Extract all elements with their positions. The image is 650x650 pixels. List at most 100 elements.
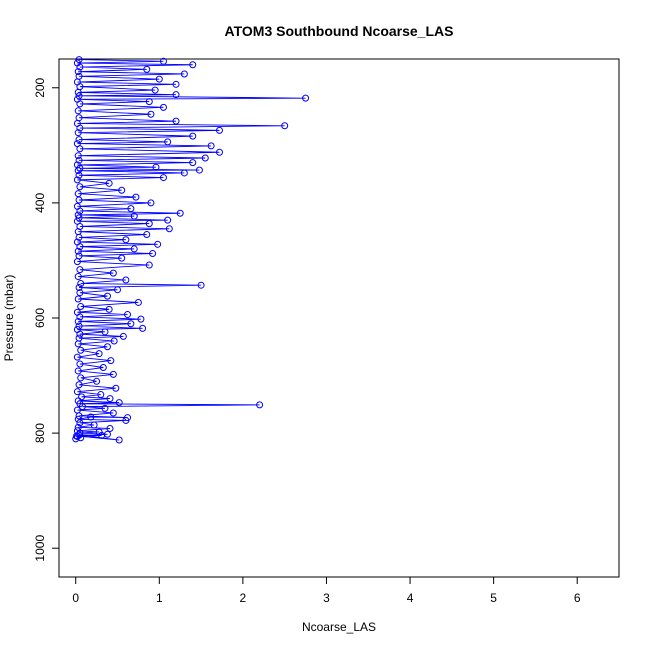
data-point [105,305,113,313]
data-point [106,425,114,433]
data-point [124,414,132,422]
data-point [74,211,82,219]
data-point [75,92,83,100]
data-point [77,374,85,382]
data-point [74,415,82,423]
data-point [164,216,172,224]
data-point [76,419,84,427]
data-point [109,409,117,417]
data-point [73,427,81,435]
data-point [75,214,83,222]
data-point [75,283,83,291]
data-point [165,225,173,233]
data-point [215,148,223,156]
data-point [130,245,138,253]
data-point [76,266,84,274]
data-point [189,159,197,167]
data-point [74,273,82,281]
data-point [73,161,81,169]
data-point [74,129,82,137]
data-point [75,114,83,122]
x-tick-label: 3 [323,591,330,605]
data-point [76,289,84,297]
data-point [105,179,113,187]
data-point [145,220,153,228]
data-point [74,190,82,198]
data-point [124,311,132,319]
data-point [74,68,82,76]
data-point [77,346,85,354]
data-point [103,292,111,300]
data-point [118,254,126,262]
y-tick-label: 1000 [33,535,47,562]
data-point [75,136,83,144]
data-point [172,117,180,125]
x-tick-label: 5 [490,591,497,605]
data-point [155,75,163,83]
plot-area [72,56,310,444]
y-tick-label: 400 [33,193,47,213]
data-point [180,169,188,177]
data-point [73,326,81,334]
data-point [74,107,82,115]
data-point [256,401,264,409]
data-point [143,65,151,73]
x-tick-label: 6 [574,591,581,605]
data-point [154,240,162,248]
data-point [115,436,123,444]
data-point [152,163,160,171]
data-point [110,337,118,345]
y-axis: 200 400 600 800 1000 [33,77,59,562]
data-point [107,357,115,365]
data-point [122,276,130,284]
data-point [75,381,83,389]
data-point [99,363,107,371]
data-point [74,367,82,375]
data-point [115,399,123,407]
data-point [73,202,81,210]
data-point [75,156,83,164]
data-point [75,72,83,80]
data-point [87,413,95,421]
data-point [73,59,81,67]
data-point [75,56,83,64]
data-point [95,428,103,436]
data-point [74,295,82,303]
data-point [112,384,120,392]
data-point [159,174,167,182]
data-point [159,103,167,111]
data-point [172,80,180,88]
data-point [73,238,81,246]
data-point [195,166,203,174]
data-point [76,183,84,191]
data-point [73,353,81,361]
data-point [145,261,153,269]
data-point [159,57,167,65]
data-point [139,324,147,332]
data-point [109,370,117,378]
data-point [77,279,85,287]
data-point [90,421,98,429]
data-point [197,281,205,289]
x-tick-label: 0 [72,591,79,605]
data-point [97,391,105,399]
x-tick-label: 4 [407,591,414,605]
data-point [73,95,81,103]
x-axis: 0 1 2 3 4 5 6 [72,577,581,605]
data-point [73,176,81,184]
data-point [95,350,103,358]
data-point [281,122,289,130]
x-tick-label: 1 [156,591,163,605]
data-point [73,388,81,396]
data-point [119,332,127,340]
data-point [74,317,82,325]
data-point [201,154,209,162]
data-point [101,404,109,412]
data-point [74,247,82,255]
data-point [147,199,155,207]
data-point [74,423,82,431]
data-point [137,315,145,323]
data-point [127,205,135,213]
data-point [302,94,310,102]
